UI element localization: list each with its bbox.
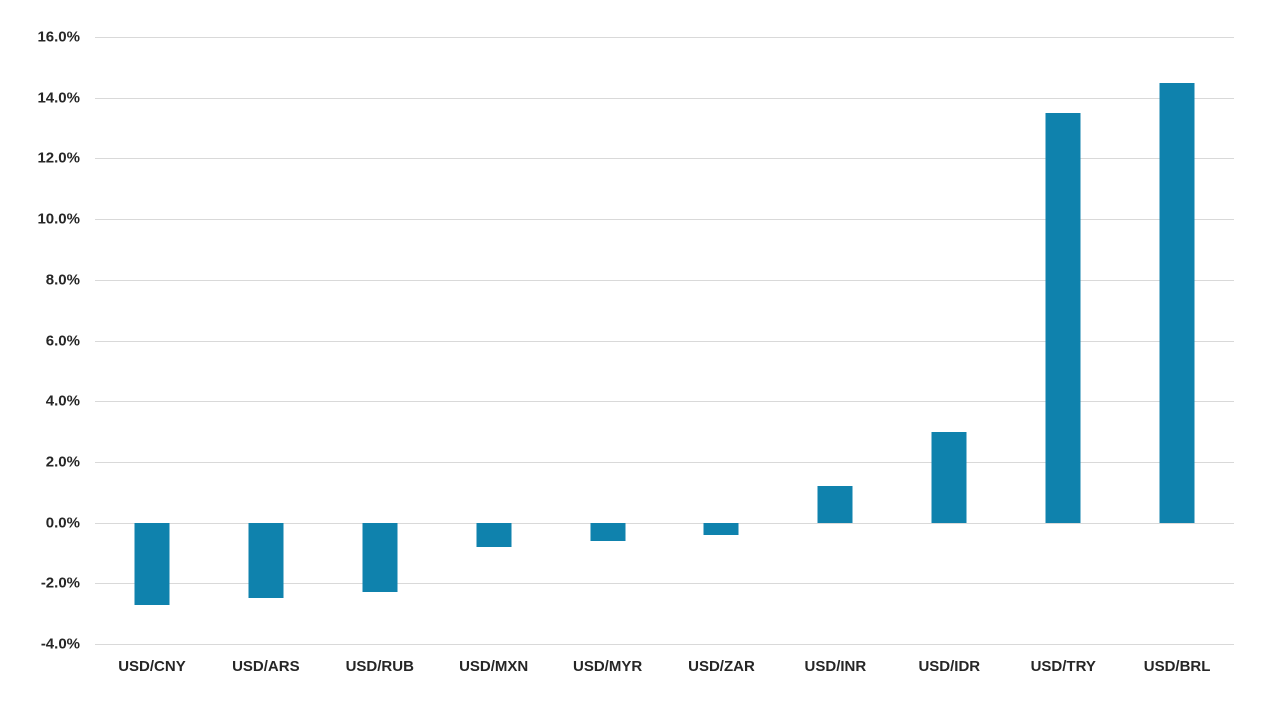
x-axis-label: USD/MYR	[572, 658, 643, 675]
chart-bar	[362, 522, 398, 593]
y-axis-tick-label: 8.0%	[45, 271, 80, 289]
x-axis-label: USD/CNY	[118, 658, 186, 675]
y-axis-tick-label: 12.0%	[37, 149, 80, 167]
chart-bar	[1159, 82, 1195, 523]
bar-slot	[665, 37, 779, 644]
gridline	[95, 401, 1234, 403]
bar-slot	[1006, 37, 1120, 644]
y-axis-tick-label: -4.0%	[40, 635, 80, 653]
gridline	[95, 279, 1234, 281]
bar-slot	[209, 37, 323, 644]
x-axis-label: USD/RUB	[345, 658, 414, 675]
y-axis-tick-label: 16.0%	[37, 28, 80, 46]
y-axis-tick-label: 0.0%	[45, 514, 80, 532]
chart-bar	[817, 486, 853, 523]
chart-bar	[931, 431, 967, 523]
gridline	[95, 644, 1234, 645]
y-axis-tick-label: 14.0%	[37, 89, 80, 107]
bar-slot	[1120, 37, 1234, 644]
bar-slot	[778, 37, 892, 644]
x-axis-label: USD/MXN	[459, 658, 529, 675]
chart-bar	[134, 522, 170, 605]
gridline	[95, 340, 1234, 342]
y-axis-tick-label: 2.0%	[45, 453, 80, 471]
x-axis-label: USD/ARS	[232, 658, 300, 675]
gridline	[95, 158, 1234, 160]
gridline	[95, 522, 1234, 524]
chart-bar	[703, 522, 739, 535]
gridline	[95, 461, 1234, 463]
gridline	[95, 583, 1234, 585]
y-axis-tick-label: 10.0%	[37, 210, 80, 228]
y-axis-tick-label: -2.0%	[40, 574, 80, 592]
x-axis-label: USD/TRY	[1030, 658, 1096, 675]
plot-area: 16.0% 14.0% 12.0% 10.0% 8.0% 6.0% 4.0% 2.0% 0.0%…	[37, 30, 1234, 652]
bars-layer	[95, 37, 1234, 644]
x-axis-label: USD/BRL	[1143, 658, 1211, 675]
y-axis-tick-label: 4.0%	[45, 392, 80, 410]
chart-bar	[248, 522, 284, 599]
x-axis-labels: USD/CNY USD/ARS USD/RUB USD/MXN USD/MYR USD/Z…	[95, 644, 1234, 675]
gridline	[95, 219, 1234, 221]
bar-slot	[437, 37, 551, 644]
bar-slot	[551, 37, 665, 644]
bar-slot	[323, 37, 437, 644]
bar-slot	[892, 37, 1006, 644]
x-axis-label: USD/INR	[804, 658, 867, 675]
gridline	[95, 97, 1234, 99]
y-axis-tick-label: 6.0%	[45, 332, 80, 349]
x-axis-label: USD/IDR	[918, 658, 981, 675]
x-axis-label: USD/ZAR	[688, 658, 755, 675]
chart-bar	[476, 522, 512, 547]
chart-bar	[1045, 112, 1081, 523]
bar-slot	[95, 37, 209, 644]
chart-bar	[590, 522, 626, 541]
gridline	[95, 37, 1234, 38]
